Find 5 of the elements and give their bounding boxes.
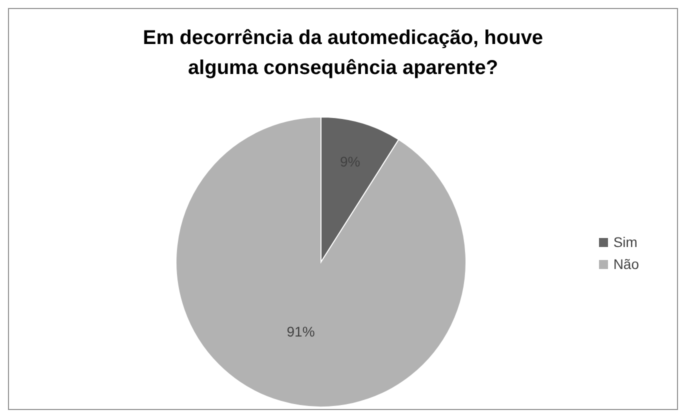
data-label: 91%: [286, 324, 315, 340]
legend-label: Sim: [613, 233, 638, 252]
pie-slice: [176, 116, 466, 408]
chart-title: Em decorrência da automedicação, houve alguma consequência aparente?: [142, 26, 544, 81]
legend-label: Não: [613, 255, 639, 274]
